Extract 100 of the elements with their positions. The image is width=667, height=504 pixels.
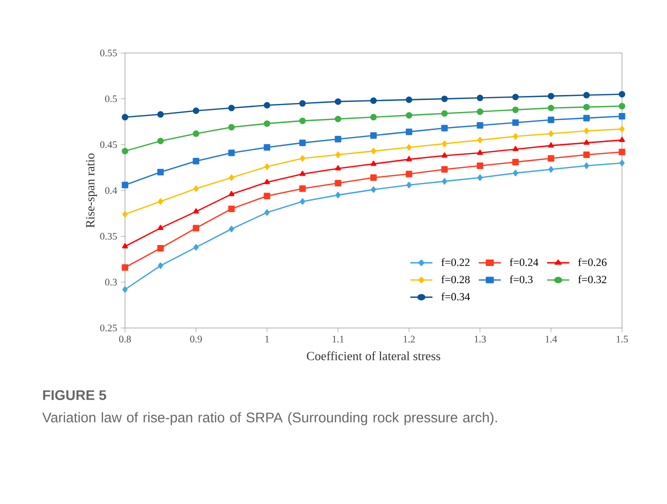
point xyxy=(193,185,199,192)
x-tick-label: 1.1 xyxy=(332,336,344,342)
y-tick-label: 0.5 xyxy=(105,95,117,102)
text: FIGURE 5 xyxy=(43,390,106,400)
point xyxy=(228,190,234,196)
point xyxy=(158,262,164,269)
point xyxy=(548,104,554,112)
point xyxy=(512,146,518,152)
point xyxy=(476,162,484,169)
point xyxy=(334,136,342,142)
point xyxy=(370,160,376,166)
point xyxy=(157,138,164,144)
point xyxy=(406,128,412,136)
x-tick-label: 1.3 xyxy=(474,336,486,342)
point xyxy=(264,192,270,200)
point xyxy=(548,166,554,173)
point xyxy=(300,198,306,205)
point xyxy=(192,130,200,137)
point xyxy=(441,96,448,102)
legend-label: f=0.3 xyxy=(510,275,533,284)
point xyxy=(370,174,377,181)
point xyxy=(228,206,235,212)
point xyxy=(442,140,448,147)
point xyxy=(370,132,377,139)
point xyxy=(228,124,235,130)
point xyxy=(192,158,200,164)
point xyxy=(441,110,448,117)
point xyxy=(264,163,270,170)
point xyxy=(442,152,448,158)
point xyxy=(441,124,448,132)
x-tick-label: 1 xyxy=(265,336,269,342)
y-tick-label: 0.35 xyxy=(100,232,117,240)
point xyxy=(334,98,342,105)
point xyxy=(122,286,128,293)
point xyxy=(512,158,519,166)
point xyxy=(583,114,590,122)
x-axis-title: Coefficient of lateral stress xyxy=(306,351,440,360)
x-tick-label: 1.5 xyxy=(616,336,628,342)
point xyxy=(476,108,484,115)
point xyxy=(193,244,199,251)
point xyxy=(192,107,200,114)
point xyxy=(583,92,590,98)
point xyxy=(334,180,342,186)
point xyxy=(584,140,590,145)
point xyxy=(122,264,128,271)
point xyxy=(158,224,164,230)
point xyxy=(300,155,306,162)
point xyxy=(228,104,235,112)
point xyxy=(548,155,554,162)
point xyxy=(548,142,554,148)
point xyxy=(264,120,270,127)
x-tick-label: 0.8 xyxy=(119,336,131,343)
x-tick-label: 1.4 xyxy=(546,336,558,342)
point xyxy=(406,170,412,178)
point xyxy=(548,130,554,137)
point xyxy=(441,166,448,173)
point xyxy=(264,178,270,184)
point xyxy=(335,192,341,198)
point xyxy=(512,119,519,126)
point xyxy=(122,243,128,248)
point xyxy=(335,165,341,170)
point xyxy=(299,118,306,124)
point xyxy=(406,182,412,188)
x-tick-label: 0.9 xyxy=(190,336,202,343)
y-tick-label: 0.55 xyxy=(100,50,117,56)
point xyxy=(618,90,626,98)
point xyxy=(584,162,590,169)
point xyxy=(228,150,235,156)
point xyxy=(476,94,484,102)
legend-label: f=0.28 xyxy=(441,275,470,284)
point xyxy=(264,102,270,108)
point xyxy=(618,102,626,110)
point xyxy=(406,112,412,119)
text: Variation law of rise-pan ratio of SRPA (Surrounding rock pressure arch). xyxy=(42,412,497,426)
point xyxy=(619,126,625,132)
point xyxy=(512,106,519,114)
point xyxy=(193,208,199,214)
point xyxy=(157,111,164,118)
point xyxy=(158,198,164,205)
point xyxy=(477,136,483,144)
point xyxy=(619,160,625,166)
point xyxy=(548,116,554,124)
point xyxy=(228,174,234,181)
point xyxy=(584,128,590,134)
point xyxy=(548,92,554,100)
legend-label: f=0.22 xyxy=(441,258,470,266)
point xyxy=(370,97,377,104)
point xyxy=(512,170,518,176)
point xyxy=(406,96,412,103)
legend-label: f=0.34 xyxy=(441,292,470,300)
y-tick-label: 0.45 xyxy=(100,141,117,148)
point xyxy=(477,174,483,181)
point xyxy=(228,226,234,232)
point xyxy=(512,133,518,140)
point xyxy=(583,104,590,110)
point xyxy=(299,140,306,146)
point xyxy=(406,144,412,151)
point xyxy=(583,151,590,158)
legend-label: f=0.26 xyxy=(578,258,607,266)
point xyxy=(618,148,626,156)
